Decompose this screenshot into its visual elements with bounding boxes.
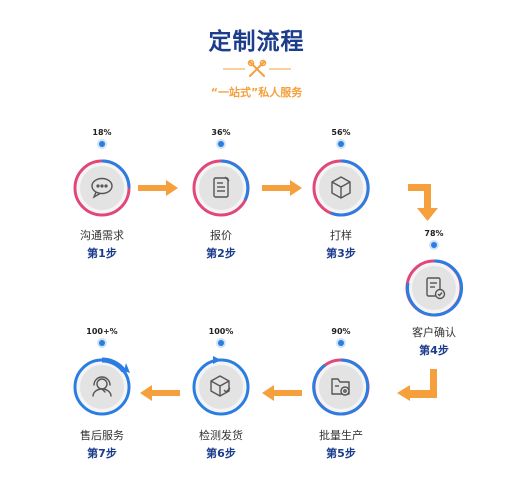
sample-box-icon	[331, 176, 351, 199]
step-1-dot	[99, 141, 105, 147]
arrow-left-icon	[140, 385, 180, 401]
step-1-ring	[73, 159, 131, 217]
step-3-dot	[338, 141, 344, 147]
step-3-number: 第3步	[326, 247, 356, 260]
step-6-percent: 100%	[208, 327, 234, 336]
page-title: 定制流程	[208, 29, 305, 55]
step-3-name: 打样	[330, 229, 352, 242]
step-5-number: 第5步	[326, 447, 356, 460]
arrow-down-icon	[408, 184, 438, 221]
step-2-name: 报价	[210, 229, 232, 242]
step-7-name: 售后服务	[80, 429, 124, 442]
step-7-percent: 100+%	[86, 327, 118, 336]
shipping-box-icon	[210, 375, 231, 397]
step-5-name: 批量生产	[319, 429, 363, 442]
step-6-ring	[192, 356, 250, 416]
after-sales-service-icon	[92, 376, 112, 397]
step-6-number: 第6步	[206, 447, 236, 460]
step-2-number: 第2步	[206, 247, 236, 260]
arrow-left-icon	[262, 385, 302, 401]
page-subtitle: “一站式”私人服务	[210, 86, 303, 99]
production-folder-icon	[331, 378, 350, 396]
step-5-dot	[338, 340, 344, 346]
step-6-node	[191, 356, 251, 417]
step-1-number: 第1步	[87, 247, 117, 260]
step-3-percent: 56%	[331, 128, 351, 137]
step-6-name: 检测发货	[199, 429, 243, 442]
confirm-document-icon	[426, 277, 446, 300]
step-7-ring	[73, 357, 131, 416]
step-2-ring	[192, 159, 250, 217]
step-3-node	[311, 158, 371, 218]
step-2-node	[191, 158, 251, 218]
step-1-name: 沟通需求	[80, 229, 124, 242]
step-5-percent: 90%	[331, 327, 351, 336]
step-4-dot	[431, 242, 437, 248]
step-3-ring	[312, 159, 370, 217]
step-4-ring	[405, 259, 464, 317]
chat-bubble-icon	[91, 177, 113, 199]
step-4-name: 客户确认	[412, 326, 456, 339]
step-1-percent: 18%	[92, 128, 112, 137]
step-1-node	[72, 158, 132, 218]
scissors-ruler-icon	[223, 59, 291, 77]
step-5-node	[311, 357, 371, 417]
step-2-percent: 36%	[211, 128, 231, 137]
step-7-dot	[99, 340, 105, 346]
arrow-left-icon	[397, 369, 437, 401]
step-5-ring	[312, 358, 370, 416]
arrow-right-icon	[138, 180, 178, 196]
step-4-number: 第4步	[419, 344, 449, 357]
step-7-number: 第7步	[87, 447, 117, 460]
quote-document-icon	[213, 176, 230, 198]
arrow-right-icon	[262, 180, 302, 196]
step-7-node	[72, 357, 132, 417]
step-4-percent: 78%	[424, 229, 444, 238]
step-4-node	[404, 258, 464, 318]
step-6-dot	[218, 340, 224, 346]
step-2-dot	[218, 141, 224, 147]
